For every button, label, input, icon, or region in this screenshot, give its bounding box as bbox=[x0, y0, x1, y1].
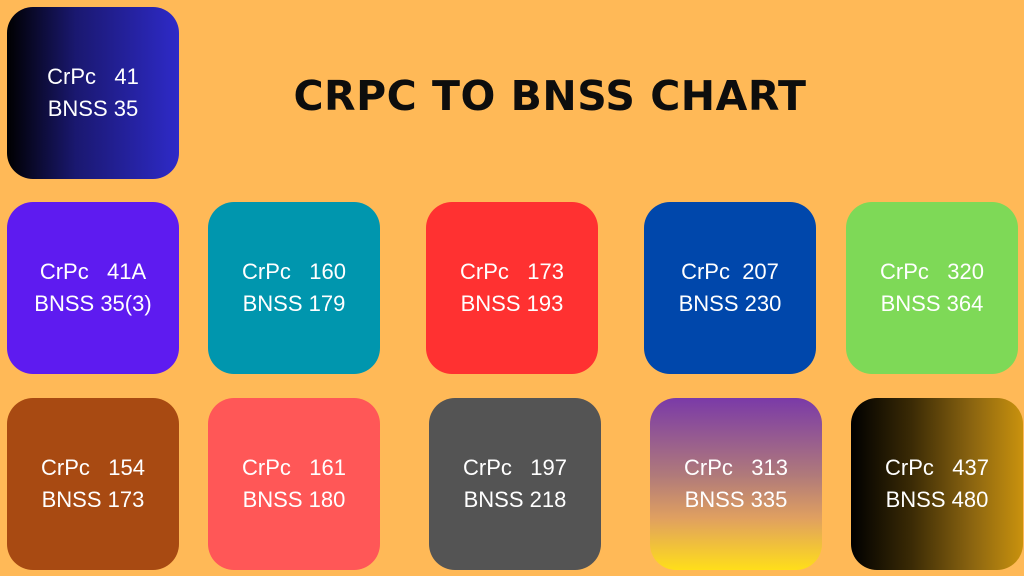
crpc-label: CrPc 160 bbox=[242, 259, 346, 284]
bnss-label: BNSS 335 bbox=[684, 487, 788, 512]
crpc-label: CrPc 173 bbox=[460, 259, 564, 284]
card-crpc-161: CrPc 161 BNSS 180 bbox=[208, 398, 380, 570]
card-crpc-197: CrPc 197 BNSS 218 bbox=[429, 398, 601, 570]
bnss-label: BNSS 230 bbox=[678, 291, 782, 316]
bnss-label: BNSS 218 bbox=[463, 487, 567, 512]
card-crpc-173: CrPc 173 BNSS 193 bbox=[426, 202, 598, 374]
crpc-label: CrPc 197 bbox=[463, 455, 567, 480]
bnss-label: BNSS 180 bbox=[242, 487, 346, 512]
chart-title: CRPC TO BNSS CHART bbox=[293, 72, 807, 120]
card-crpc-207: CrPc 207 BNSS 230 bbox=[644, 202, 816, 374]
crpc-label: CrPc 41 bbox=[47, 64, 139, 89]
crpc-label: CrPc 207 bbox=[681, 259, 779, 284]
bnss-label: BNSS 364 bbox=[880, 291, 984, 316]
card-crpc-154: CrPc 154 BNSS 173 bbox=[7, 398, 179, 570]
bnss-label: BNSS 480 bbox=[885, 487, 989, 512]
bnss-label: BNSS 35(3) bbox=[34, 291, 152, 316]
crpc-label: CrPc 161 bbox=[242, 455, 346, 480]
bnss-label: BNSS 179 bbox=[242, 291, 346, 316]
card-crpc-320: CrPc 320 BNSS 364 bbox=[846, 202, 1018, 374]
crpc-label: CrPc 437 bbox=[885, 455, 989, 480]
card-crpc-160: CrPc 160 BNSS 179 bbox=[208, 202, 380, 374]
card-crpc-313: CrPc 313 BNSS 335 bbox=[650, 398, 822, 570]
card-crpc-41a: CrPc 41A BNSS 35(3) bbox=[7, 202, 179, 374]
crpc-label: CrPc 41A bbox=[39, 259, 147, 284]
crpc-label: CrPc 320 bbox=[880, 259, 984, 284]
bnss-label: BNSS 173 bbox=[41, 487, 145, 512]
crpc-label: CrPc 313 bbox=[684, 455, 788, 480]
card-crpc-437: CrPc 437 BNSS 480 bbox=[851, 398, 1023, 570]
crpc-label: CrPc 154 bbox=[41, 455, 145, 480]
bnss-label: BNSS 35 bbox=[47, 96, 139, 121]
card-crpc-41: CrPc 41 BNSS 35 bbox=[7, 7, 179, 179]
bnss-label: BNSS 193 bbox=[460, 291, 564, 316]
